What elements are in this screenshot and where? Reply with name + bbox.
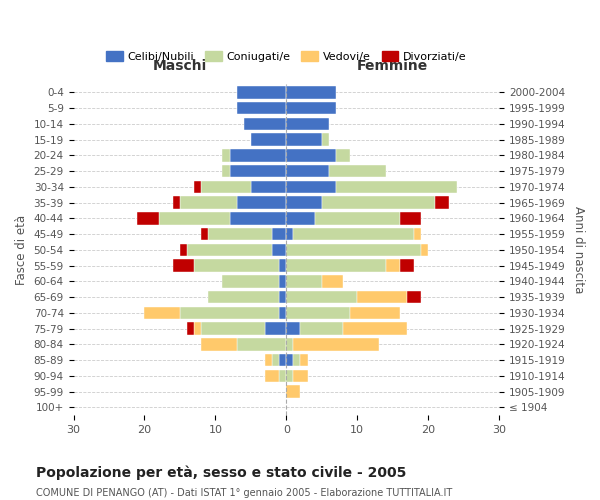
- Bar: [322, 275, 343, 287]
- Bar: [286, 180, 336, 193]
- Bar: [286, 212, 314, 224]
- Bar: [286, 244, 421, 256]
- Bar: [236, 86, 286, 99]
- Bar: [386, 260, 400, 272]
- Bar: [201, 180, 251, 193]
- Bar: [145, 306, 180, 319]
- Bar: [400, 212, 421, 224]
- Bar: [286, 322, 301, 335]
- Bar: [137, 212, 158, 224]
- Bar: [286, 149, 336, 162]
- Text: COMUNE DI PENANGO (AT) - Dati ISTAT 1° gennaio 2005 - Elaborazione TUTTITALIA.IT: COMUNE DI PENANGO (AT) - Dati ISTAT 1° g…: [36, 488, 452, 498]
- Bar: [180, 244, 187, 256]
- Bar: [286, 306, 350, 319]
- Bar: [286, 354, 293, 366]
- Bar: [223, 165, 230, 177]
- Bar: [230, 212, 286, 224]
- Bar: [301, 322, 343, 335]
- Text: Femmine: Femmine: [357, 60, 428, 74]
- Bar: [223, 275, 279, 287]
- Bar: [208, 228, 272, 240]
- Bar: [350, 306, 400, 319]
- Bar: [236, 196, 286, 209]
- Bar: [286, 260, 386, 272]
- Y-axis label: Anni di nascita: Anni di nascita: [572, 206, 585, 294]
- Bar: [201, 228, 208, 240]
- Bar: [265, 322, 286, 335]
- Bar: [293, 338, 379, 350]
- Bar: [230, 165, 286, 177]
- Y-axis label: Fasce di età: Fasce di età: [15, 215, 28, 285]
- Bar: [400, 260, 414, 272]
- Bar: [187, 322, 194, 335]
- Bar: [279, 291, 286, 304]
- Bar: [286, 386, 301, 398]
- Bar: [208, 291, 279, 304]
- Bar: [286, 370, 293, 382]
- Bar: [251, 180, 286, 193]
- Bar: [329, 165, 386, 177]
- Bar: [336, 149, 350, 162]
- Bar: [286, 86, 336, 99]
- Bar: [286, 228, 293, 240]
- Bar: [286, 275, 322, 287]
- Bar: [314, 212, 400, 224]
- Bar: [414, 228, 421, 240]
- Bar: [279, 275, 286, 287]
- Bar: [286, 165, 329, 177]
- Bar: [173, 260, 194, 272]
- Bar: [343, 322, 407, 335]
- Bar: [279, 306, 286, 319]
- Bar: [293, 228, 414, 240]
- Bar: [301, 354, 308, 366]
- Bar: [286, 102, 336, 115]
- Bar: [251, 134, 286, 146]
- Bar: [322, 196, 435, 209]
- Bar: [180, 306, 279, 319]
- Bar: [286, 134, 322, 146]
- Bar: [194, 322, 201, 335]
- Bar: [286, 118, 329, 130]
- Bar: [158, 212, 230, 224]
- Bar: [230, 149, 286, 162]
- Bar: [236, 338, 286, 350]
- Bar: [357, 291, 407, 304]
- Bar: [272, 228, 286, 240]
- Bar: [336, 180, 457, 193]
- Bar: [236, 102, 286, 115]
- Bar: [286, 196, 322, 209]
- Bar: [201, 338, 236, 350]
- Text: Popolazione per età, sesso e stato civile - 2005: Popolazione per età, sesso e stato civil…: [36, 465, 406, 479]
- Bar: [265, 354, 272, 366]
- Bar: [322, 134, 329, 146]
- Bar: [173, 196, 180, 209]
- Legend: Celibi/Nubili, Coniugati/e, Vedovi/e, Divorziati/e: Celibi/Nubili, Coniugati/e, Vedovi/e, Di…: [102, 47, 471, 66]
- Bar: [187, 244, 272, 256]
- Bar: [407, 291, 421, 304]
- Bar: [279, 370, 286, 382]
- Bar: [279, 260, 286, 272]
- Bar: [201, 322, 265, 335]
- Bar: [265, 370, 279, 382]
- Text: Maschi: Maschi: [153, 60, 207, 74]
- Bar: [272, 354, 279, 366]
- Bar: [194, 260, 279, 272]
- Bar: [272, 244, 286, 256]
- Bar: [279, 354, 286, 366]
- Bar: [435, 196, 449, 209]
- Bar: [421, 244, 428, 256]
- Bar: [194, 180, 201, 193]
- Bar: [293, 354, 301, 366]
- Bar: [244, 118, 286, 130]
- Bar: [286, 338, 293, 350]
- Bar: [223, 149, 230, 162]
- Bar: [286, 291, 357, 304]
- Bar: [293, 370, 308, 382]
- Bar: [180, 196, 236, 209]
